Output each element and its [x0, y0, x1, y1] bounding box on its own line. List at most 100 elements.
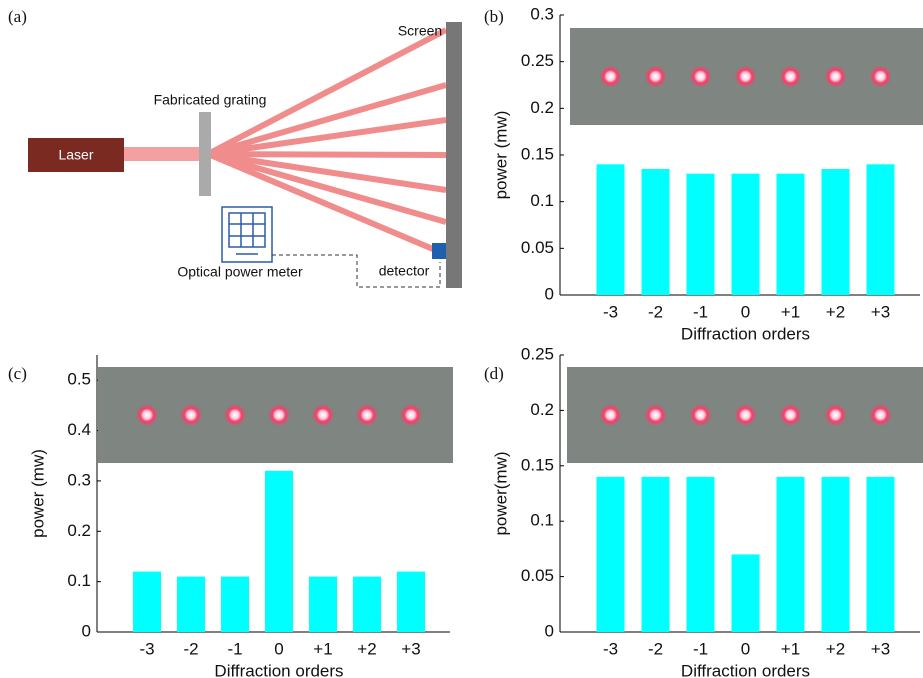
detector-label: detector: [379, 263, 430, 279]
screen: [446, 22, 462, 288]
x-tick-label: -3: [603, 639, 618, 658]
x-tick-label: -2: [183, 639, 198, 658]
bar: [822, 169, 850, 295]
panel-label: (a): [8, 7, 27, 26]
y-tick-label: 0.3: [67, 470, 91, 489]
laser-label: Laser: [58, 147, 93, 163]
x-tick-label: 0: [274, 639, 283, 658]
laser-spot: [825, 66, 847, 88]
x-axis-title: Diffraction orders: [681, 324, 810, 343]
laser-spot: [870, 404, 892, 426]
y-tick-label: 0.4: [67, 420, 91, 439]
laser-spot: [870, 66, 892, 88]
laser-spot: [312, 404, 334, 426]
laser-spot: [825, 404, 847, 426]
y-axis-title: power (mw): [28, 449, 47, 538]
bar: [867, 477, 895, 632]
bar: [353, 577, 381, 632]
y-tick-label: 0.1: [530, 191, 554, 210]
y-tick-label: 0.05: [521, 566, 554, 585]
bar: [777, 174, 805, 295]
y-tick-label: 0: [82, 621, 91, 640]
laser-spot: [356, 404, 378, 426]
x-tick-label: 0: [741, 639, 750, 658]
bar: [265, 471, 293, 632]
y-tick-label: 0.1: [67, 571, 91, 590]
x-tick-label: -1: [693, 302, 708, 321]
y-axis-title: power (mw): [491, 111, 510, 200]
laser-spot: [136, 404, 158, 426]
bar: [732, 174, 760, 295]
y-tick-label: 0.15: [521, 455, 554, 474]
x-tick-label: +2: [826, 639, 845, 658]
bar: [687, 174, 715, 295]
x-tick-label: +3: [871, 639, 890, 658]
bar: [177, 577, 205, 632]
laser-spot: [268, 404, 290, 426]
x-tick-label: +3: [401, 639, 420, 658]
bar: [397, 572, 425, 632]
bar: [597, 477, 625, 632]
y-tick-label: 0.15: [521, 144, 554, 163]
y-tick-label: 0.2: [67, 521, 91, 540]
y-tick-label: 0: [545, 284, 554, 303]
x-tick-label: -3: [603, 302, 618, 321]
y-tick-label: 0: [545, 621, 554, 640]
y-tick-label: 0.5: [67, 370, 91, 389]
laser-spot: [400, 404, 422, 426]
bar: [597, 164, 625, 295]
laser-spot: [645, 404, 667, 426]
detector: [432, 243, 446, 259]
bar: [687, 477, 715, 632]
y-tick-label: 0.25: [521, 51, 554, 70]
laser-spot: [690, 404, 712, 426]
laser-spot: [600, 404, 622, 426]
laser-spot: [645, 66, 667, 88]
laser-spot: [224, 404, 246, 426]
x-tick-label: +2: [826, 302, 845, 321]
laser-spot: [780, 404, 802, 426]
laser-spot: [600, 66, 622, 88]
bar: [777, 477, 805, 632]
laser-spot: [180, 404, 202, 426]
panel-label: (c): [8, 364, 27, 383]
bar: [822, 477, 850, 632]
bar: [642, 477, 670, 632]
bar: [867, 164, 895, 295]
beam: [124, 147, 208, 161]
bar: [642, 169, 670, 295]
bar: [732, 554, 760, 632]
y-axis-title: power(mw): [491, 451, 510, 535]
laser-spot: [735, 404, 757, 426]
meter-label: Optical power meter: [177, 264, 303, 280]
x-tick-label: +1: [781, 639, 800, 658]
x-tick-label: -3: [139, 639, 154, 658]
x-tick-label: -1: [227, 639, 242, 658]
bar: [309, 577, 337, 632]
x-axis-title: Diffraction orders: [681, 661, 810, 678]
x-tick-label: 0: [741, 302, 750, 321]
y-tick-label: 0.25: [521, 344, 554, 363]
bar: [133, 572, 161, 632]
x-tick-label: +3: [871, 302, 890, 321]
x-tick-label: +1: [313, 639, 332, 658]
x-tick-label: -1: [693, 639, 708, 658]
x-tick-label: -2: [648, 639, 663, 658]
power-meter: [222, 207, 272, 262]
figure: (a) Laser Fabricated grating Screen Opti…: [0, 0, 923, 678]
x-tick-label: +1: [781, 302, 800, 321]
panel-label: (d): [484, 364, 504, 383]
x-axis-title: Diffraction orders: [214, 661, 343, 678]
laser-spot: [780, 66, 802, 88]
y-tick-label: 0.2: [530, 98, 554, 117]
laser-spot: [690, 66, 712, 88]
y-tick-label: 0.05: [521, 238, 554, 257]
y-tick-label: 0.1: [530, 511, 554, 530]
y-tick-label: 0.2: [530, 400, 554, 419]
screen-label: Screen: [398, 23, 442, 39]
laser-spot: [735, 66, 757, 88]
diagram: (a) Laser Fabricated grating Screen Opti…: [8, 7, 462, 288]
y-tick-label: 0.3: [530, 4, 554, 23]
panel-label: (b): [484, 7, 504, 26]
x-tick-label: +2: [357, 639, 376, 658]
